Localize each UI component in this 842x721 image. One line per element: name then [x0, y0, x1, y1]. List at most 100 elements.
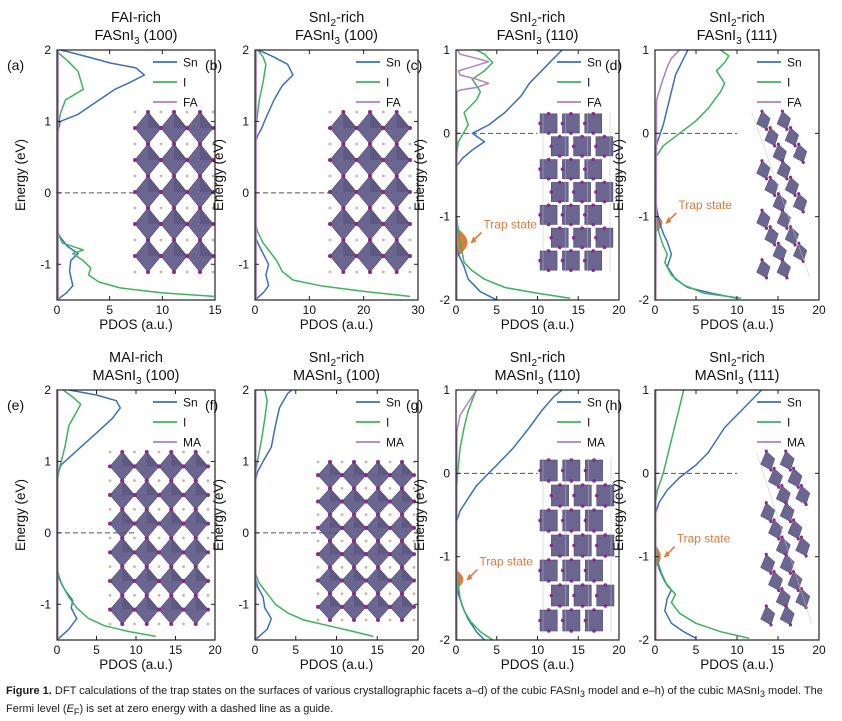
iodine-atom [340, 578, 344, 583]
iodine-atom [772, 569, 776, 574]
cation-atom [108, 507, 112, 511]
cation-atom [206, 450, 210, 454]
iodine-atom [206, 521, 210, 526]
cation-atom [185, 206, 189, 210]
cation-atom [182, 565, 185, 569]
cation-atom [412, 565, 416, 569]
octahedron [584, 159, 603, 180]
iodine-atom [368, 174, 372, 178]
octahedron [760, 450, 776, 471]
iodine-atom [769, 468, 773, 472]
iodine-atom [354, 222, 359, 226]
iodine-atom [341, 110, 346, 114]
x-axis-label: PDOS (a.u.) [300, 657, 374, 672]
iodine-atom [768, 225, 772, 229]
cation-atom [412, 513, 416, 517]
y-tick-label: 1 [242, 454, 249, 468]
iodine-atom [776, 142, 780, 146]
iodine-atom [108, 521, 112, 526]
octahedron [584, 204, 603, 225]
iodine-atom [557, 154, 562, 158]
iodine-atom [569, 157, 573, 162]
octahedron [562, 250, 580, 271]
iodine-atom [569, 249, 573, 253]
iodine-atom [185, 158, 189, 162]
iodine-atom [341, 206, 346, 210]
x-tick-label: 0 [652, 303, 659, 317]
legend-label: Sn [587, 396, 602, 410]
octahedron-shade [195, 566, 208, 581]
octahedron-shade [200, 144, 213, 160]
x-axis-label: PDOS (a.u.) [99, 657, 173, 672]
cation-atom [412, 618, 416, 622]
iodine-atom [602, 154, 607, 158]
caption-text-c: model. The Fermi level ( [6, 685, 823, 716]
octahedron-shade [200, 208, 213, 224]
legend-label: Sn [587, 56, 602, 70]
cation-atom [206, 622, 210, 626]
panel-title-line1: SnI2-rich [309, 350, 365, 369]
octahedron-shade [330, 541, 342, 555]
iodine-atom [341, 174, 346, 178]
pdos-curve-sn [655, 50, 738, 300]
cation-atom [355, 206, 359, 210]
iodine-atom [412, 578, 416, 583]
iodine-atom [198, 174, 202, 178]
cation-atom [316, 618, 320, 622]
iodine-atom [400, 486, 404, 491]
x-tick-label: 0 [54, 303, 61, 317]
iodine-atom [560, 568, 565, 573]
cation-atom [206, 536, 210, 540]
iodine-atom [368, 270, 372, 274]
iodine-atom [328, 254, 332, 258]
y-tick-label: 0 [642, 126, 649, 140]
octahedron-shade [370, 176, 384, 192]
axis-frame [254, 49, 419, 301]
iodine-atom [546, 131, 551, 135]
legend-label: MA [587, 436, 605, 450]
iodine-atom [394, 270, 399, 274]
pdos-curve-i [255, 50, 410, 298]
iodine-atom [569, 112, 573, 116]
iodine-atom [603, 554, 608, 558]
crystal-structure [133, 110, 215, 274]
iodine-atom [557, 180, 562, 185]
iodine-atom [557, 245, 562, 250]
crystal-structure [751, 109, 810, 280]
legend-label: I [386, 416, 389, 430]
iodine-atom [381, 222, 386, 226]
cation-atom [133, 174, 137, 178]
iodine-atom [157, 550, 161, 555]
pdos-curve-fa [655, 50, 681, 300]
octahedron-shade [354, 488, 366, 502]
octahedron-shade [146, 538, 159, 553]
iodine-atom [777, 537, 781, 541]
iodine-atom [594, 235, 598, 240]
octahedron-shade [146, 480, 159, 495]
iodine-atom [157, 493, 161, 497]
octahedron [562, 609, 581, 632]
legend: Sn I MA [356, 396, 404, 450]
octahedron [585, 509, 603, 532]
octahedron-shade [343, 176, 357, 192]
crystal-structure [538, 112, 614, 272]
iodine-atom [538, 568, 542, 573]
iodine-atom [538, 518, 542, 523]
iodine-atom [594, 593, 599, 598]
octahedron [779, 502, 795, 523]
octahedron-shade [174, 208, 187, 224]
iodine-atom [804, 502, 808, 507]
iodine-atom [591, 203, 596, 208]
iodine-atom [376, 539, 380, 543]
iodine-atom [569, 203, 573, 208]
trap-state-arrowhead [470, 236, 477, 244]
iodine-atom [169, 564, 174, 569]
y-axis-label: Energy (eV) [412, 139, 427, 211]
iodine-atom [157, 579, 161, 583]
iodine-atom [569, 529, 574, 533]
cation-atom [340, 539, 344, 543]
octahedron-shade [402, 567, 414, 581]
caption-text-d: ) is set at zero energy with a dashed li… [79, 703, 334, 716]
iodine-atom [144, 450, 149, 454]
